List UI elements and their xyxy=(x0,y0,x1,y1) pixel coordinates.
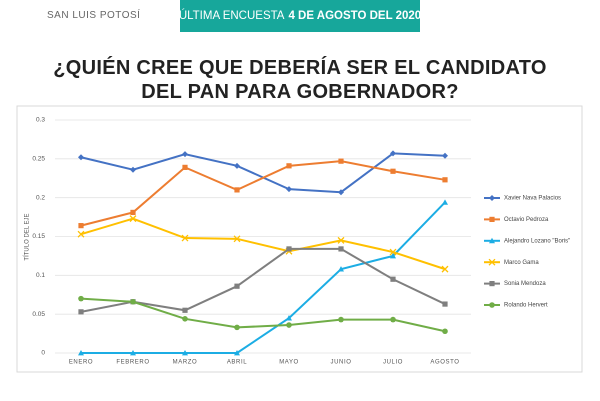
x-tick-label: FEBRERO xyxy=(116,360,149,366)
marker xyxy=(338,266,344,272)
x-tick-label: ENERO xyxy=(69,360,93,366)
y-tick-label: 0.1 xyxy=(36,272,45,279)
marker xyxy=(338,246,344,252)
marker xyxy=(390,276,396,282)
marker xyxy=(442,301,448,307)
marker xyxy=(286,163,292,169)
marker xyxy=(234,187,240,193)
marker xyxy=(338,158,344,164)
place: SAN LUIS POTOSÍ xyxy=(47,10,141,21)
marker xyxy=(130,298,136,305)
y-tick-label: 0.3 xyxy=(36,117,45,124)
marker xyxy=(78,154,84,161)
marker xyxy=(129,215,137,223)
legend-label: Octavio Pedroza xyxy=(504,217,549,223)
marker xyxy=(286,315,292,321)
x-tick-label: MARZO xyxy=(173,360,198,366)
marker xyxy=(390,168,396,174)
marker xyxy=(489,302,495,308)
marker xyxy=(78,350,84,356)
marker xyxy=(441,265,449,273)
x-tick-label: JULIO xyxy=(383,360,403,366)
marker xyxy=(182,307,188,313)
y-tick-label: 0.05 xyxy=(32,311,45,318)
marker xyxy=(182,164,188,170)
marker xyxy=(489,237,495,244)
marker xyxy=(390,316,396,323)
marker xyxy=(286,322,292,328)
series-line xyxy=(80,297,446,333)
x-tick-label: AGOSTO xyxy=(430,360,459,366)
marker xyxy=(78,309,84,315)
marker xyxy=(442,177,448,183)
series-line xyxy=(81,201,446,354)
marker xyxy=(442,152,448,159)
marker xyxy=(130,209,136,216)
marker xyxy=(182,316,188,322)
chart-frame xyxy=(16,105,583,373)
marker xyxy=(234,324,240,331)
series-line xyxy=(80,160,446,227)
marker xyxy=(489,281,495,287)
banner: ÚLTIMA ENCUESTA 4 DE AGOSTO DEL 2020 xyxy=(178,0,422,32)
y-axis-label: TÍTULO DEL EJE xyxy=(24,213,31,260)
marker xyxy=(233,235,241,243)
marker xyxy=(182,350,188,356)
marker xyxy=(234,283,240,289)
marker xyxy=(78,295,84,302)
marker xyxy=(442,328,448,335)
x-tick-label: ABRIL xyxy=(227,360,247,366)
marker xyxy=(182,151,188,158)
banner-label: ÚLTIMA ENCUESTA xyxy=(178,10,285,22)
marker xyxy=(181,234,189,242)
marker xyxy=(234,350,240,356)
marker xyxy=(389,248,397,256)
marker xyxy=(286,186,292,193)
marker xyxy=(286,246,292,252)
banner-date: 4 DE AGOSTO DEL 2020 xyxy=(288,10,422,22)
chart-title: ¿QUIÉN CREE QUE DEBERÍA SER EL CANDIDATO… xyxy=(53,57,547,103)
legend-label: Alejandro Lozano "Boris" xyxy=(504,238,570,244)
legend-label: Xavier Nava Palacios xyxy=(504,196,561,202)
legend-label: Sonia Mendoza xyxy=(504,281,546,287)
marker xyxy=(442,199,448,205)
marker xyxy=(489,216,495,222)
marker xyxy=(130,350,136,356)
x-tick-label: MAYO xyxy=(279,360,299,366)
marker xyxy=(130,166,136,173)
marker xyxy=(390,252,396,259)
legend-label: Marco Gama xyxy=(504,260,539,266)
marker xyxy=(337,236,345,244)
x-tick-label: JUNIO xyxy=(331,360,352,366)
y-tick-label: 0.2 xyxy=(36,194,45,201)
marker xyxy=(338,316,344,323)
y-tick-label: 0 xyxy=(41,350,45,357)
marker xyxy=(488,258,496,266)
marker xyxy=(78,223,84,229)
marker xyxy=(338,189,344,196)
legend-label: Rolando Hervert xyxy=(504,303,548,309)
y-tick-label: 0.15 xyxy=(32,233,45,240)
marker xyxy=(489,195,495,201)
series-line xyxy=(80,247,446,313)
marker xyxy=(77,230,85,238)
y-tick-label: 0.25 xyxy=(32,156,45,163)
series-line xyxy=(80,217,446,271)
marker xyxy=(234,162,240,169)
marker xyxy=(390,150,396,157)
